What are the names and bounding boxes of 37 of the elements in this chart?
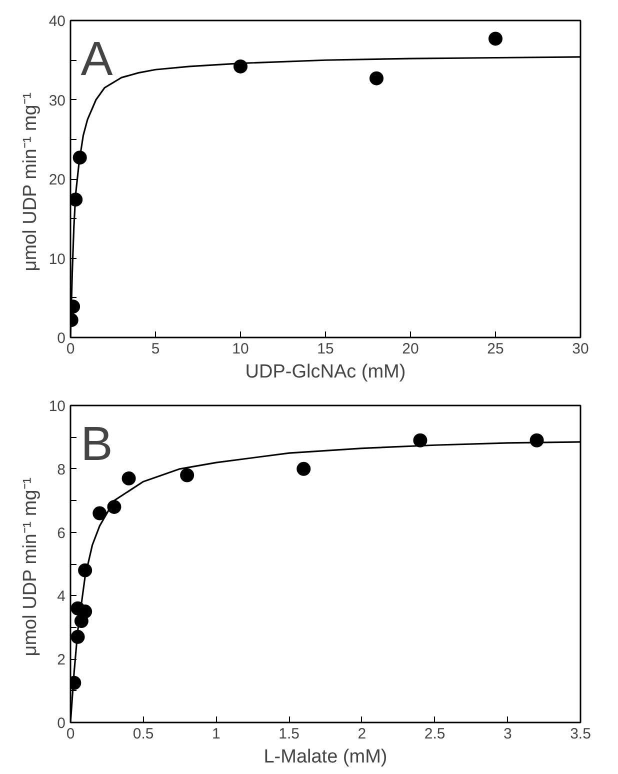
point [296,462,311,476]
x-tick-label: 30 [572,340,589,358]
point [370,71,384,86]
y-tick-label: 0 [57,715,66,732]
x-tick-label: 2 [358,726,366,742]
y-tick-label: 20 [48,172,66,188]
point [122,471,136,486]
x-tick-label: 15 [317,340,334,358]
y-tick-label: 10 [48,398,66,415]
x-tick-label: 10 [232,340,249,358]
x-tick-label: 25 [487,340,504,358]
x-tick-label: 3 [503,726,512,742]
x-tick-label: 5 [151,340,160,358]
point [488,32,502,46]
x-tick-label: 1.5 [278,726,300,742]
x-tick-label: 20 [402,340,419,358]
y-tick-label: 6 [57,524,66,542]
y-tick-label: 4 [57,588,66,606]
y-tick-label: 30 [48,92,66,110]
x-tick-label: 2.5 [424,726,446,742]
point [413,433,428,448]
y-tick-label: 8 [57,461,66,478]
x-tick-label: 0.5 [132,726,154,742]
point [92,506,107,520]
x-axis-title: UDP-GlcNAc (mM) [245,362,406,382]
y-tick-label: 10 [48,250,66,268]
x-tick-label: 3.5 [570,726,591,742]
y-tick-label: 0 [57,330,66,347]
y-tick-label: 2 [57,652,66,669]
y-axis-title: μmol UDP min⁻¹ mg⁻¹ [20,477,41,656]
annotation: A [80,33,113,86]
point [180,468,194,482]
x-tick-label: 1 [212,726,220,742]
y-axis-title: μmol UDP min⁻¹ mg⁻¹ [20,92,41,272]
x-axis-title: L-Malate (mM) [264,746,388,768]
annotation: B [80,418,113,472]
y-tick-label: 40 [48,13,66,30]
